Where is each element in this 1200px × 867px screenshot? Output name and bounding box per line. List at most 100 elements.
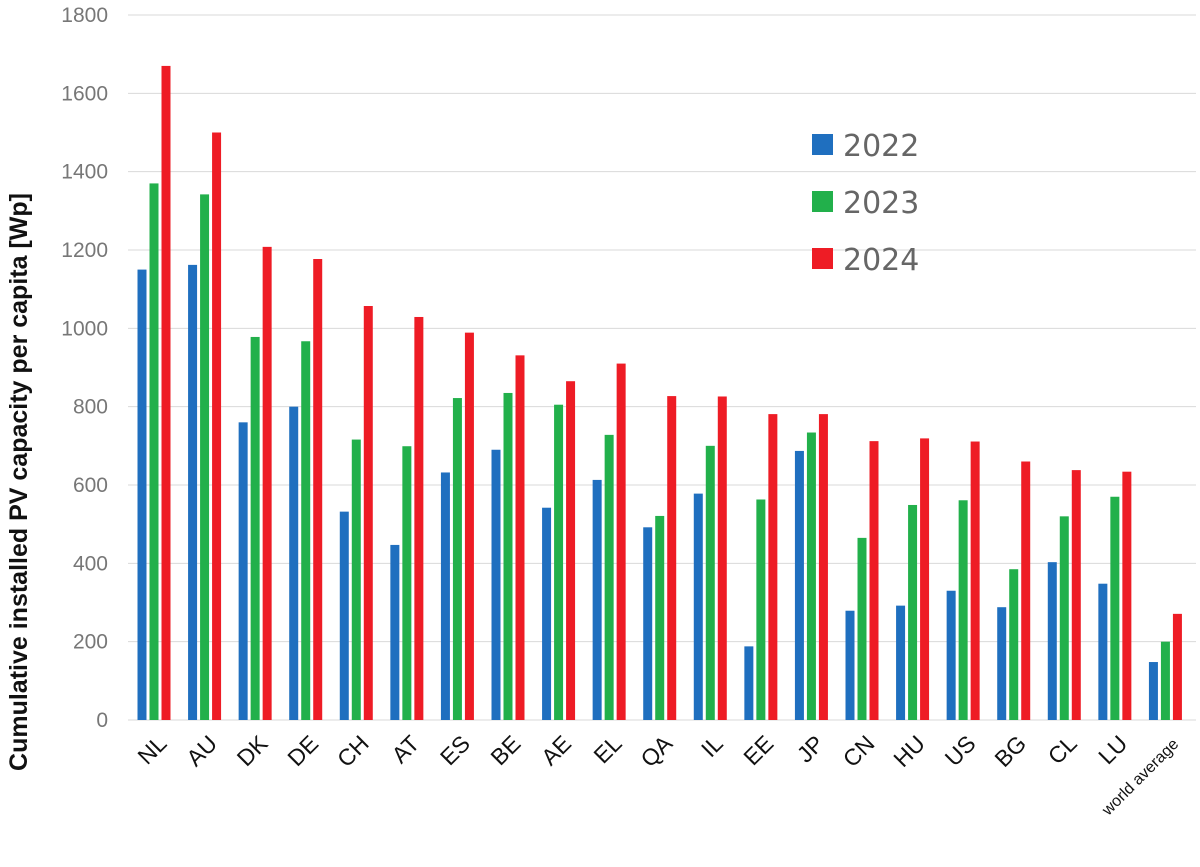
y-axis-ticks: 0 200 400 600 800 1000 1200 1400 1600 1800 [61,4,108,732]
x-tick-label: JP [792,730,829,767]
bar-2022-jp [794,450,804,720]
bar-2024-jp [818,414,828,720]
bar-2023-cl [1059,516,1069,720]
bar-2022-es [440,472,450,720]
y-tick-label: 1600 [61,82,108,105]
bar-2022-il [693,493,703,720]
bar-2023-at [402,446,412,720]
bar-2022-au [188,264,198,720]
x-tick-label: AE [536,730,576,770]
bar-2024-world-average [1172,613,1182,720]
bar-2022-lu [1098,583,1108,720]
bar-2023-el [604,434,614,720]
bar-2022-us [946,590,956,720]
bar-2022-ch [339,511,349,720]
bar-2024-bg [1021,461,1031,720]
bar-2022-qa [643,527,653,720]
legend-label: 2024 [843,243,919,278]
bar-2024-cl [1071,470,1081,720]
bar-2024-el [616,363,626,720]
y-tick-label: 400 [73,552,108,575]
legend-swatch [812,248,833,269]
legend: 2022 2023 2024 [812,129,919,278]
y-tick-label: 1800 [61,4,108,27]
y-tick-label: 1400 [61,161,108,184]
bar-2023-dk [250,336,260,720]
legend-label: 2022 [843,129,919,164]
bar-2022-be [491,449,501,720]
bar-2024-lu [1122,471,1132,720]
x-tick-label: DE [282,730,323,771]
x-tick-label: BE [485,730,525,770]
legend-swatch [812,191,833,212]
bar-2022-nl [137,269,147,720]
bar-2023-hu [908,504,918,720]
bar-2023-de [301,341,311,720]
y-tick-label: 1200 [61,239,108,262]
bar-2024-ae [566,381,576,720]
y-tick-label: 200 [73,631,108,654]
x-tick-label: LU [1093,730,1132,769]
bar-2022-hu [896,605,906,720]
x-tick-label: ES [435,730,475,770]
bar-2024-at [414,316,424,720]
x-tick-label: QA [635,730,677,772]
legend-label: 2023 [843,186,919,221]
x-tick-label: AT [386,730,424,768]
bar-2023-ch [351,439,361,720]
x-tick-label: NL [132,730,171,769]
x-tick-label: CH [332,730,374,772]
x-tick-label: AU [181,730,222,771]
bar-2024-ch [363,306,373,720]
bar-2022-world-average [1148,662,1158,720]
bar-2024-cn [869,441,879,720]
bar-2023-nl [149,183,159,720]
bar-2024-dk [262,246,272,720]
bar-2024-be [515,355,525,720]
bar-2023-ae [554,404,564,720]
y-tick-label: 0 [96,709,108,732]
bar-2024-au [212,132,222,720]
bar-2024-us [970,441,980,720]
bar-2022-bg [997,607,1007,720]
bar-2022-cn [845,610,855,720]
bar-2023-qa [655,515,665,720]
legend-swatch [812,134,833,155]
x-tick-label: CN [838,730,880,772]
x-tick-label: DK [232,730,273,771]
bar-2023-jp [806,432,816,720]
y-axis-label: Cumulative installed PV capacity per cap… [5,193,33,771]
x-tick-label: EL [588,730,626,768]
x-tick-label: IL [696,730,728,762]
bar-2024-qa [667,396,677,720]
x-tick-label: US [940,730,981,771]
bar-2023-cn [857,537,867,720]
bar-2023-ee [756,499,766,720]
bar-2022-dk [238,422,248,720]
bar-2023-es [452,398,462,720]
y-tick-label: 1000 [61,317,108,340]
bar-2022-el [592,479,602,720]
x-tick-label: EE [738,730,778,770]
bar-2022-ee [744,646,754,720]
x-tick-label: HU [888,730,930,772]
bar-2023-us [958,500,968,720]
bar-2024-es [464,332,474,720]
bar-2024-de [313,259,323,720]
x-tick-label: CL [1043,730,1082,769]
x-axis-ticks: NL AU DK DE CH AT ES BE AE EL QA IL EE JP CN HU US BG CL LU… [132,730,1182,820]
bar-2022-de [289,406,299,720]
bar-2023-il [705,445,715,720]
y-tick-label: 800 [73,396,108,419]
bar-2023-world-average [1160,641,1170,720]
x-tick-label: BG [989,730,1031,772]
bar-2023-au [200,194,210,721]
bars [137,65,1182,721]
bar-2022-cl [1047,562,1057,720]
bar-2023-lu [1110,496,1120,720]
y-tick-label: 600 [73,474,108,497]
bar-2024-il [717,396,727,720]
bar-2023-bg [1009,569,1019,720]
